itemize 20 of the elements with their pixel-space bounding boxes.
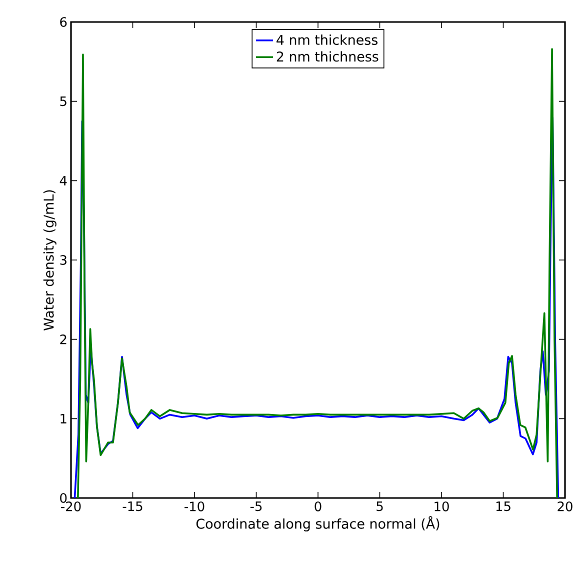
y-axis-title: Water density (g/mL) [43, 190, 56, 330]
x-tick-label: -15 [122, 502, 142, 512]
y-tick-label: 2 [60, 334, 66, 344]
x-tick-label: 0 [314, 502, 322, 512]
x-axis-title: Coordinate along surface normal (Å) [196, 516, 440, 532]
x-tick-label: 10 [434, 502, 449, 512]
x-tick-label: -20 [61, 502, 81, 512]
x-tick-label: -5 [250, 502, 262, 512]
legend-label: 4 nm thickness [276, 34, 378, 45]
x-tick-label: -10 [184, 502, 204, 512]
legend-label: 2 nm thichness [276, 51, 378, 62]
y-tick-label: 6 [60, 17, 67, 27]
y-tick-label: 3 [60, 255, 66, 265]
y-tick-label: 4 [60, 176, 67, 186]
x-tick-label: 15 [496, 502, 510, 512]
y-tick-label: 1 [60, 414, 66, 424]
y-tick-label: 0 [60, 493, 67, 503]
x-tick-label: 20 [558, 502, 572, 512]
x-tick-label: 5 [376, 502, 383, 512]
y-tick-label: 5 [60, 96, 66, 106]
